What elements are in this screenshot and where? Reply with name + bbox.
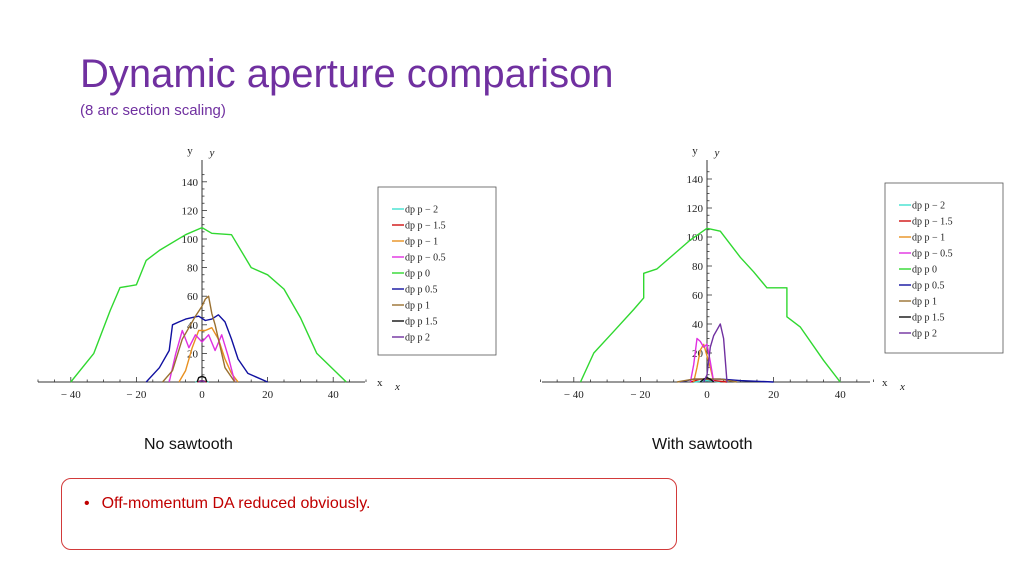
y-axis-label: y (187, 145, 193, 157)
y-axis-label-sub: y (209, 147, 215, 159)
caption-with-sawtooth: With sawtooth (652, 436, 753, 453)
x-tick-label: 20 (262, 389, 274, 401)
legend-entry: dp p − 2 (405, 205, 438, 216)
y-tick-label: 20 (187, 348, 199, 360)
y-tick-label: 140 (182, 177, 199, 189)
legend-entry: dp p 2 (405, 333, 430, 344)
note-bullet-item: • Off-momentum DA reduced obviously. (84, 495, 370, 513)
note-text: Off-momentum DA reduced obviously. (101, 495, 371, 512)
series-line (168, 329, 236, 383)
series-line (198, 379, 206, 383)
y-tick-label: 100 (182, 234, 199, 246)
y-tick-label: 60 (187, 291, 199, 303)
bullet-glyph: • (84, 495, 90, 512)
legend-entry: dp p − 1.5 (405, 221, 446, 232)
y-tick-label: 80 (187, 263, 199, 275)
y-tick-label: 40 (187, 320, 199, 332)
series-line (178, 327, 239, 383)
x-tick-label: − 40 (61, 389, 81, 401)
legend-entry: dp p − 0.5 (405, 253, 446, 264)
x-axis-label-sub: x (394, 381, 400, 393)
x-tick-label: 0 (199, 389, 205, 401)
slide-title: Dynamic aperture comparison (80, 52, 614, 96)
legend-entry: dp p 1.5 (405, 317, 438, 328)
note-box: • Off-momentum DA reduced obviously. (61, 478, 677, 550)
x-tick-label: 40 (328, 389, 340, 401)
slide-subtitle: (8 arc section scaling) (80, 102, 226, 119)
legend-box (377, 186, 497, 356)
series-line (70, 226, 347, 383)
caption-no-sawtooth: No sawtooth (144, 436, 233, 453)
y-tick-label: 120 (182, 205, 199, 217)
legend-entry: dp p 0 (405, 269, 430, 280)
series-line (196, 375, 208, 383)
series-line (162, 295, 236, 383)
legend-entry: dp p 0.5 (405, 285, 438, 296)
x-axis-label: x (377, 377, 383, 389)
series-line (145, 314, 268, 383)
legend-entry: dp p 1 (405, 301, 430, 312)
legend-entry: dp p − 1 (405, 237, 438, 248)
x-tick-label: − 20 (126, 389, 146, 401)
